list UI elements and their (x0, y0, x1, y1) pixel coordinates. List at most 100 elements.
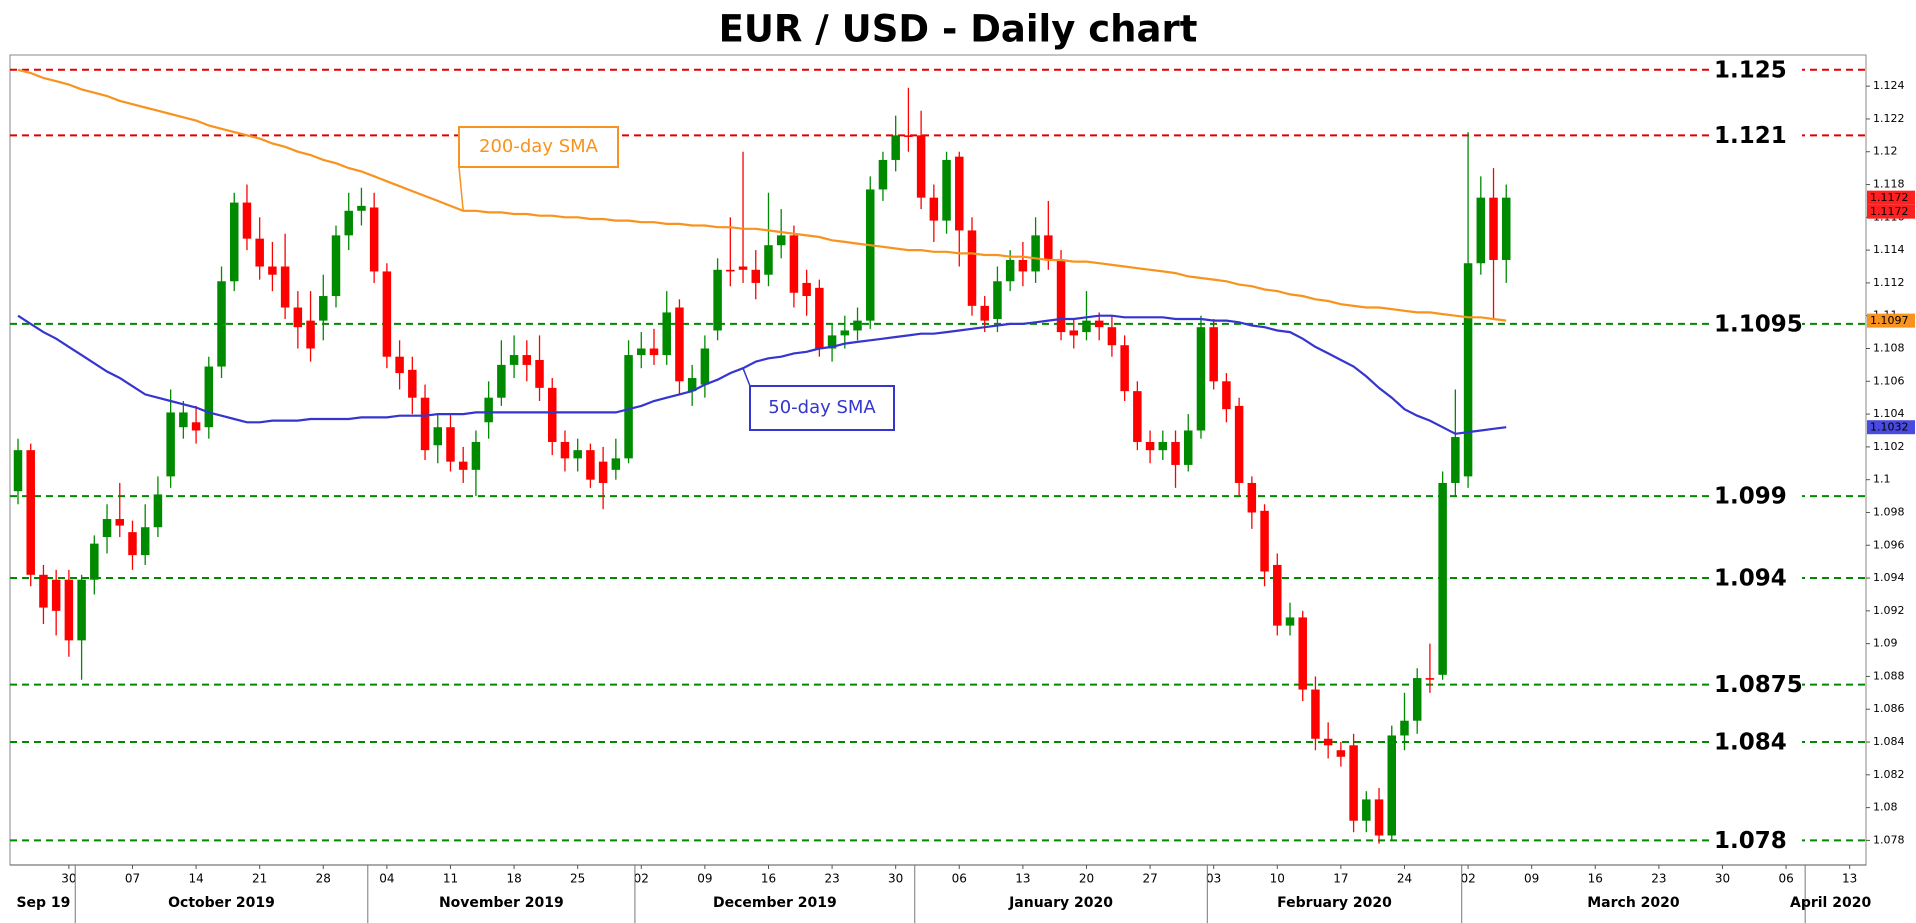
candle-body (1425, 678, 1435, 680)
y-tick-label: 1.122 (1873, 112, 1905, 125)
sma-line (17, 314, 1507, 435)
price-tag (1867, 204, 1915, 219)
candle-body (1120, 345, 1129, 392)
level-label: 1.125 (1714, 57, 1787, 83)
candle-body (280, 266, 290, 308)
candle-body (509, 355, 519, 365)
candle-body (319, 296, 328, 321)
level-label-bg (1710, 564, 1802, 593)
candle-body (1247, 482, 1257, 513)
candle-body (535, 359, 544, 388)
price-tag-label: 1.1032 (1870, 421, 1909, 434)
x-tick-label: 04 (379, 872, 394, 886)
candle-body (191, 422, 201, 431)
series-name: 50-day SMA (768, 397, 876, 418)
candle-body (1451, 437, 1460, 483)
level-label-bg (1710, 121, 1802, 150)
price-tag-label: 1.1172 (1870, 205, 1909, 218)
candle-body (369, 207, 379, 272)
candle-body (77, 579, 86, 641)
candle-body (1107, 327, 1117, 346)
candle-body (293, 307, 303, 328)
x-tick-label: 07 (125, 872, 140, 886)
level-label: 1.1095 (1714, 311, 1803, 337)
candle-body (1031, 235, 1040, 272)
candle-body (1094, 320, 1104, 328)
candle-body (560, 441, 570, 459)
level-label: 1.084 (1714, 730, 1787, 756)
level-label: 1.121 (1714, 123, 1787, 149)
candle-body (1183, 430, 1193, 465)
candle-body (1209, 327, 1218, 382)
candle-body (1476, 197, 1486, 264)
price-tag (1867, 190, 1915, 205)
candle-body (471, 441, 481, 470)
candle-body (229, 202, 239, 282)
candle-body (395, 356, 404, 374)
candle-body (382, 271, 392, 357)
candle-body (675, 307, 684, 382)
candle-body (484, 397, 493, 423)
x-tick-label: 30 (61, 872, 76, 886)
candle-body (853, 320, 862, 331)
candle-body (13, 450, 23, 492)
candle-body (1273, 564, 1282, 626)
candle-body (1158, 441, 1168, 451)
y-tick-label: 1.104 (1873, 407, 1905, 420)
x-tick-label: 02 (634, 872, 649, 886)
candle-body (1298, 617, 1307, 690)
month-label: January 2020 (1008, 895, 1113, 911)
note-box (458, 126, 619, 168)
candle-body (433, 427, 443, 446)
y-tick-label: 1.088 (1873, 669, 1905, 682)
price-tag-label: 1.1172 (1870, 191, 1909, 204)
x-tick-label: 17 (1333, 872, 1348, 886)
x-tick-label: 09 (697, 872, 712, 886)
y-tick-label: 1.1 (1873, 473, 1891, 486)
candle-body (1171, 441, 1180, 465)
candle-body (624, 355, 633, 459)
candle-body (802, 282, 811, 297)
candle-body (1400, 720, 1409, 736)
candle-body (865, 189, 875, 321)
x-tick-label: 13 (1842, 872, 1857, 886)
month-label: March 2020 (1587, 895, 1680, 911)
y-tick-label: 1.118 (1873, 178, 1905, 191)
candle-body (611, 458, 621, 470)
y-tick-label: 1.112 (1873, 276, 1905, 289)
candle-body (840, 330, 850, 336)
x-tick-label: 16 (761, 872, 776, 886)
x-tick-label: 10 (1270, 872, 1285, 886)
x-tick-label: 20 (1079, 872, 1094, 886)
candle-body (1387, 735, 1397, 836)
candle-body (687, 378, 697, 392)
y-tick-label: 1.114 (1873, 243, 1905, 256)
y-tick-label: 1.098 (1873, 505, 1905, 518)
candle-body (726, 269, 735, 272)
candle-body (458, 461, 468, 470)
candle-body (662, 312, 671, 356)
candle-body (102, 519, 112, 538)
candle-body (1336, 750, 1346, 757)
level-label-bg (1710, 482, 1802, 511)
x-tick-label: 03 (1206, 872, 1221, 886)
candle-body (344, 210, 353, 236)
level-label: 1.094 (1714, 566, 1787, 592)
candle-body (64, 579, 74, 641)
candle-body (140, 527, 150, 556)
x-tick-label: 11 (443, 872, 458, 886)
candle-body (268, 266, 277, 275)
month-label: February 2020 (1277, 895, 1392, 911)
candle-body (1018, 259, 1028, 272)
candle-body (1311, 689, 1320, 739)
candle-body (738, 266, 748, 270)
candle-body (827, 335, 837, 349)
candle-body (993, 281, 1002, 319)
y-tick-label: 1.092 (1873, 604, 1905, 617)
candle-body (179, 412, 188, 428)
candle-body (1005, 259, 1015, 282)
candle-body (649, 348, 659, 356)
month-label: October 2019 (168, 895, 275, 911)
candle-body (26, 450, 35, 575)
